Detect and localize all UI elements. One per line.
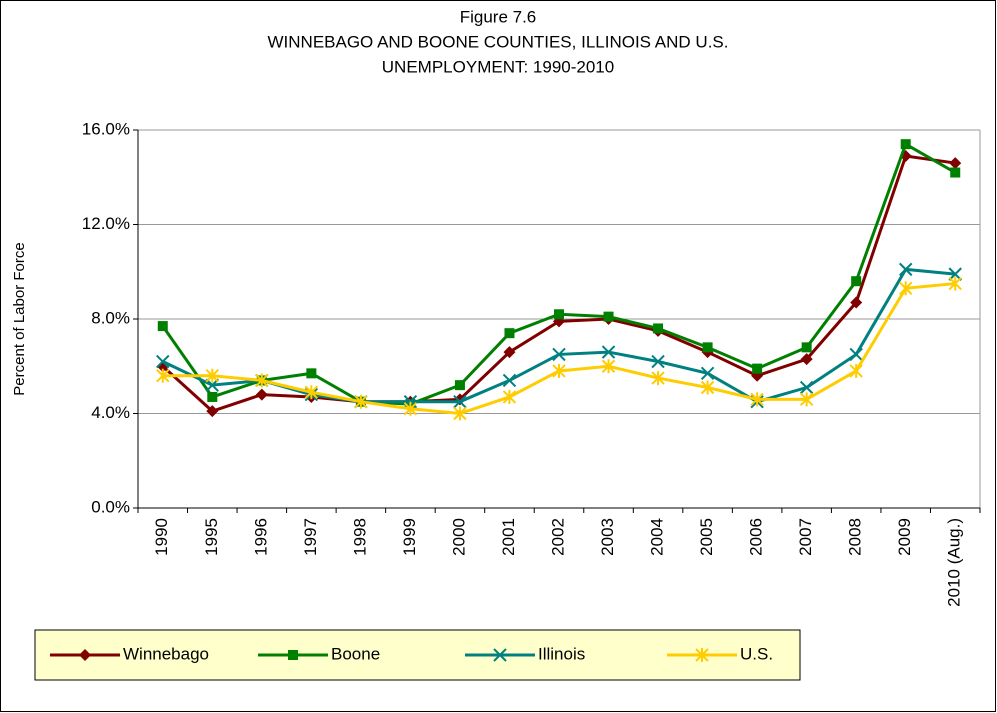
marker — [156, 354, 170, 369]
marker — [157, 321, 168, 332]
marker — [403, 401, 418, 416]
marker — [799, 380, 814, 395]
legend-label: Winnebago — [123, 644, 209, 663]
marker — [948, 276, 962, 291]
marker — [750, 392, 764, 407]
marker — [454, 380, 465, 391]
marker — [601, 359, 616, 374]
marker — [255, 373, 269, 388]
marker — [255, 388, 268, 401]
legend-label: Boone — [331, 644, 380, 663]
marker — [800, 353, 813, 366]
marker — [552, 347, 566, 362]
marker — [554, 309, 564, 320]
x-tick-label: 2002 — [548, 518, 567, 556]
marker — [801, 342, 812, 353]
x-tick-label: 2010 (Aug.) — [945, 518, 964, 607]
marker — [850, 296, 863, 309]
y-tick-label: 8.0% — [91, 308, 130, 327]
x-tick-label: 2007 — [796, 518, 815, 556]
x-tick-label: 2005 — [697, 518, 716, 556]
marker — [898, 281, 913, 296]
marker — [79, 649, 91, 661]
x-tick-label: 1999 — [400, 518, 419, 556]
marker — [354, 394, 368, 409]
marker — [752, 363, 763, 374]
y-tick-label: 4.0% — [91, 403, 130, 422]
x-tick-label: 2003 — [598, 518, 617, 556]
marker — [601, 345, 616, 359]
marker — [603, 311, 614, 322]
marker — [503, 346, 516, 359]
y-axis-label: Percent of Labor Force — [11, 242, 28, 395]
marker — [851, 276, 862, 287]
marker — [502, 389, 517, 404]
x-tick-label: 2008 — [846, 518, 865, 556]
x-tick-label: 1990 — [152, 518, 171, 556]
marker — [700, 380, 715, 395]
marker — [288, 650, 298, 660]
marker — [205, 378, 220, 392]
marker — [304, 385, 319, 400]
legend-label: Illinois — [538, 644, 585, 663]
marker — [695, 648, 709, 662]
legend-label: U.S. — [740, 644, 773, 663]
marker — [950, 167, 961, 178]
x-tick-label: 1998 — [350, 518, 369, 556]
marker — [453, 406, 467, 421]
x-tick-label: 2001 — [499, 518, 518, 556]
marker — [552, 363, 566, 378]
marker — [700, 366, 715, 381]
marker — [493, 648, 507, 662]
marker — [653, 323, 664, 334]
marker — [453, 394, 467, 409]
marker — [502, 373, 517, 388]
marker — [306, 368, 317, 379]
x-tick-label: 2004 — [648, 518, 667, 556]
x-tick-label: 2000 — [449, 518, 468, 556]
marker — [504, 328, 515, 339]
y-tick-label: 12.0% — [82, 214, 130, 233]
marker — [799, 392, 814, 407]
marker — [156, 368, 170, 383]
marker — [205, 368, 220, 383]
marker — [651, 354, 665, 369]
legend: Winnebago Boone Illinois U.S. — [34, 629, 801, 681]
marker — [949, 157, 962, 170]
marker — [849, 347, 863, 362]
marker — [206, 405, 219, 418]
marker — [849, 363, 863, 378]
x-tick-label: 2009 — [895, 518, 914, 556]
x-tick-label: 2006 — [747, 518, 766, 556]
marker — [651, 371, 665, 386]
x-tick-label: 1995 — [202, 518, 221, 556]
chart-title: WINNEBAGO AND BOONE COUNTIES, ILLINOIS A… — [268, 32, 729, 51]
y-tick-label: 0.0% — [91, 497, 130, 516]
marker — [207, 391, 218, 402]
marker — [900, 139, 911, 150]
x-tick-label: 1996 — [251, 518, 270, 556]
chart-title: UNEMPLOYMENT: 1990-2010 — [382, 57, 614, 76]
x-tick-label: 1997 — [301, 518, 320, 556]
marker — [702, 342, 713, 353]
marker — [898, 262, 913, 277]
y-tick-label: 16.0% — [82, 119, 130, 138]
chart-title: Figure 7.6 — [460, 7, 537, 26]
marker — [948, 267, 962, 281]
